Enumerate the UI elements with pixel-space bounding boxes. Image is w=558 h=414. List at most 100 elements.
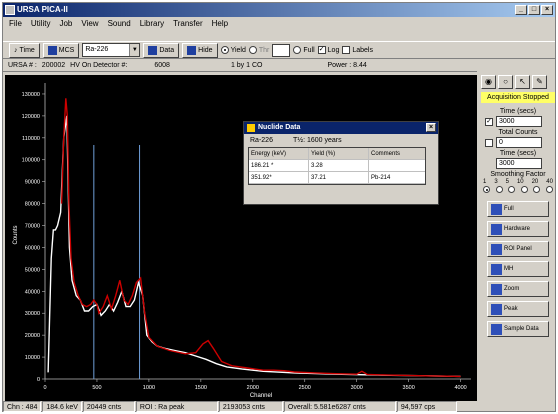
nuclide-data-dialog: Nuclide Data × Ra-226 T½: 1600 years Ene…	[243, 121, 439, 205]
full-button-label: Full	[504, 206, 514, 212]
smoothing-radio[interactable]	[483, 186, 490, 193]
nuclide-select[interactable]: Ra-226 ▼	[82, 43, 141, 57]
time-label: Time (secs)	[499, 108, 537, 115]
header-yield[interactable]: Yield (%)	[309, 148, 369, 159]
time2-label: Time (secs)	[499, 150, 537, 157]
full-radio[interactable]: Full	[293, 46, 315, 54]
timer-button[interactable]: ♪ Time	[9, 42, 40, 58]
peak-button-label: Peak	[504, 306, 518, 312]
status-cps: 94,597 cps	[396, 401, 457, 412]
labels-checkbox[interactable]: Labels	[342, 46, 373, 54]
timer-label: Time	[19, 46, 35, 54]
time2-input[interactable]: 3000	[496, 158, 542, 169]
dialog-halflife: T½: 1600 years	[292, 137, 342, 144]
dialog-close-button[interactable]: ×	[426, 123, 436, 132]
time-input[interactable]: 3000	[496, 116, 542, 127]
menu-sound[interactable]: Sound	[107, 19, 131, 28]
smoothing-value: 10	[516, 179, 524, 185]
sample-data-button[interactable]: Sample Data	[487, 321, 549, 337]
thr-radio[interactable]: Thr	[248, 46, 269, 54]
mh-button-label: MH	[504, 266, 514, 272]
smoothing-radio[interactable]	[520, 186, 528, 193]
menu-file[interactable]: File	[9, 19, 22, 28]
y-tick-label: 130000	[22, 92, 40, 98]
zoom-icon	[491, 283, 502, 295]
x-tick-label: 0	[43, 385, 46, 391]
smoothing-radio[interactable]	[545, 186, 553, 193]
window-title: URSA PICA-II	[17, 5, 68, 14]
menu-bar: File Utility Job View Sound Library Tran…	[3, 18, 555, 30]
x-tick-label: 1500	[195, 385, 207, 391]
time-checkbox[interactable]: ✓	[485, 117, 493, 126]
smoothing-radio[interactable]	[508, 186, 516, 193]
roi-panel-button[interactable]: ROI Panel	[487, 241, 549, 257]
ursa-label: URSA # :	[8, 62, 37, 69]
full-button[interactable]: Full	[487, 201, 549, 217]
menu-utility[interactable]: Utility	[30, 19, 51, 28]
menu-help[interactable]: Help	[211, 19, 229, 28]
globe-icon[interactable]: ◉	[481, 75, 496, 89]
full-icon	[491, 203, 502, 215]
x-axis-label: Channel	[250, 393, 272, 399]
y-tick-label: 30000	[25, 311, 40, 317]
log-checkbox[interactable]: ✓ Log	[317, 46, 340, 54]
y-axis-label: Counts	[13, 225, 19, 244]
nuclide-icon	[247, 124, 255, 132]
menu-job[interactable]: Job	[59, 19, 73, 28]
table-row[interactable]: 351.92* 37.21 Pb-214	[249, 172, 425, 184]
cell-energy: 186.21 *	[249, 160, 309, 171]
mh-button[interactable]: MH	[487, 261, 549, 277]
threshold-spinner[interactable]	[272, 43, 291, 57]
peak-button[interactable]: Peak	[487, 301, 549, 317]
smoothing-value: 1	[483, 179, 487, 185]
x-tick-label: 500	[92, 385, 101, 391]
y-tick-label: 110000	[22, 136, 40, 142]
y-tick-label: 120000	[22, 114, 40, 120]
total-counts-checkbox[interactable]	[485, 138, 493, 147]
y-tick-label: 0	[37, 377, 40, 383]
hide-button[interactable]: Hide	[182, 42, 218, 58]
close-button[interactable]: ×	[541, 5, 553, 15]
smoothing-value: 5	[505, 179, 509, 185]
table-header-row: Energy (keV) Yield (%) Comments	[249, 148, 425, 160]
hardware-icon	[491, 223, 502, 235]
x-tick-label: 3000	[351, 385, 363, 391]
hardware-button[interactable]: Hardware	[487, 221, 549, 237]
acquisition-status: Acquisition Stopped	[481, 92, 555, 103]
header-comments[interactable]: Comments	[371, 151, 401, 157]
yield-radio[interactable]: Yield	[220, 46, 246, 54]
side-panel: ◉ ○ ↖ ✎ Acquisition Stopped Time (secs) …	[481, 75, 555, 401]
menu-view[interactable]: View	[81, 19, 99, 28]
yield-label: Yield	[230, 46, 246, 54]
table-row[interactable]: 186.21 * 3.28	[249, 160, 425, 172]
minimize-button[interactable]: _	[515, 5, 527, 15]
stop-icon[interactable]: ○	[498, 75, 513, 89]
data-button[interactable]: Data	[143, 42, 180, 58]
spectrum-svg[interactable]: 0100002000030000400005000060000700008000…	[5, 75, 477, 401]
log-label: Log	[327, 46, 340, 54]
x-tick-label: 2500	[299, 385, 311, 391]
header-energy[interactable]: Energy (keV)	[249, 148, 309, 159]
y-tick-label: 40000	[25, 289, 40, 295]
data-icon	[148, 45, 158, 55]
menu-library[interactable]: Library	[139, 19, 165, 28]
total-counts-input[interactable]: 0	[496, 137, 542, 148]
title-bar: URSA PICA-II _ □ ×	[3, 3, 555, 17]
peak-icon	[491, 303, 502, 315]
y-tick-label: 20000	[25, 333, 40, 339]
cell-comments: Pb-214	[371, 175, 391, 181]
mcs-button[interactable]: MCS	[42, 42, 80, 58]
mh-icon	[491, 263, 502, 275]
chevron-down-icon: ▼	[129, 44, 140, 56]
maximize-button[interactable]: □	[528, 5, 540, 15]
menu-transfer[interactable]: Transfer	[173, 19, 203, 28]
smoothing-radio[interactable]	[495, 186, 503, 193]
zoom-button[interactable]: Zoom	[487, 281, 549, 297]
detector-value: 6008	[154, 62, 170, 69]
yield-radio-dot	[220, 46, 229, 54]
cursor-icon[interactable]: ↖	[515, 75, 530, 89]
wrench-icon[interactable]: ✎	[532, 75, 547, 89]
cell-comments	[369, 160, 425, 171]
y-tick-label: 80000	[25, 202, 40, 208]
smoothing-radio[interactable]	[533, 186, 541, 193]
